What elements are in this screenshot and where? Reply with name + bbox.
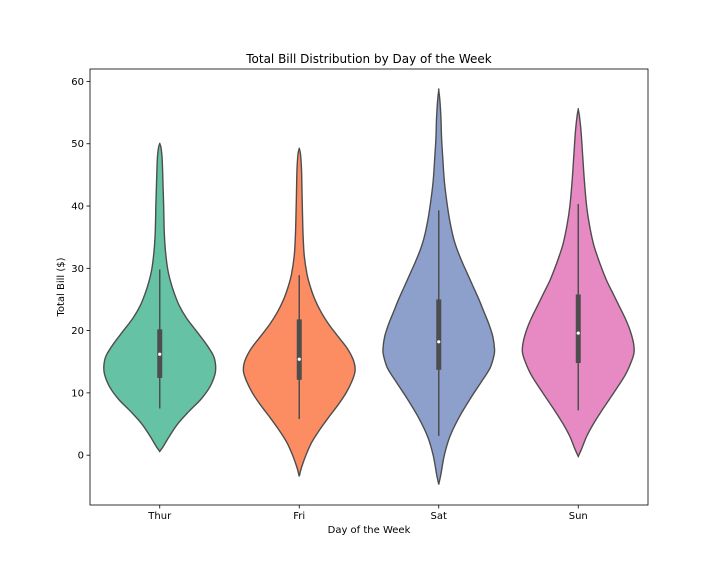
y-axis-label: Total Bill ($) bbox=[56, 257, 67, 317]
x-tick-label: Sat bbox=[431, 511, 447, 522]
y-axis: 0 10 20 30 40 50 60 bbox=[71, 77, 90, 462]
chart-title: Total Bill Distribution by Day of the We… bbox=[245, 52, 492, 66]
median-point bbox=[297, 357, 301, 361]
x-axis: Thur Fri Sat Sun bbox=[147, 505, 588, 522]
median-point bbox=[437, 340, 441, 344]
iqr-box bbox=[436, 299, 442, 370]
y-tick-label: 50 bbox=[71, 139, 84, 150]
x-tick-label: Sun bbox=[569, 511, 588, 522]
y-tick-label: 0 bbox=[78, 451, 84, 462]
y-tick-label: 20 bbox=[71, 326, 84, 337]
median-point bbox=[576, 331, 580, 335]
iqr-box bbox=[296, 319, 302, 380]
y-tick-label: 40 bbox=[71, 202, 84, 213]
iqr-box bbox=[575, 294, 581, 363]
x-axis-label: Day of the Week bbox=[328, 525, 411, 536]
plot-frame bbox=[89, 68, 649, 506]
y-tick-label: 60 bbox=[71, 77, 84, 88]
violin-group bbox=[103, 88, 635, 485]
y-tick-label: 10 bbox=[71, 388, 84, 399]
x-tick-label: Fri bbox=[293, 511, 305, 522]
median-point bbox=[158, 352, 162, 356]
x-tick-label: Thur bbox=[147, 511, 172, 522]
y-tick-label: 30 bbox=[71, 264, 84, 275]
